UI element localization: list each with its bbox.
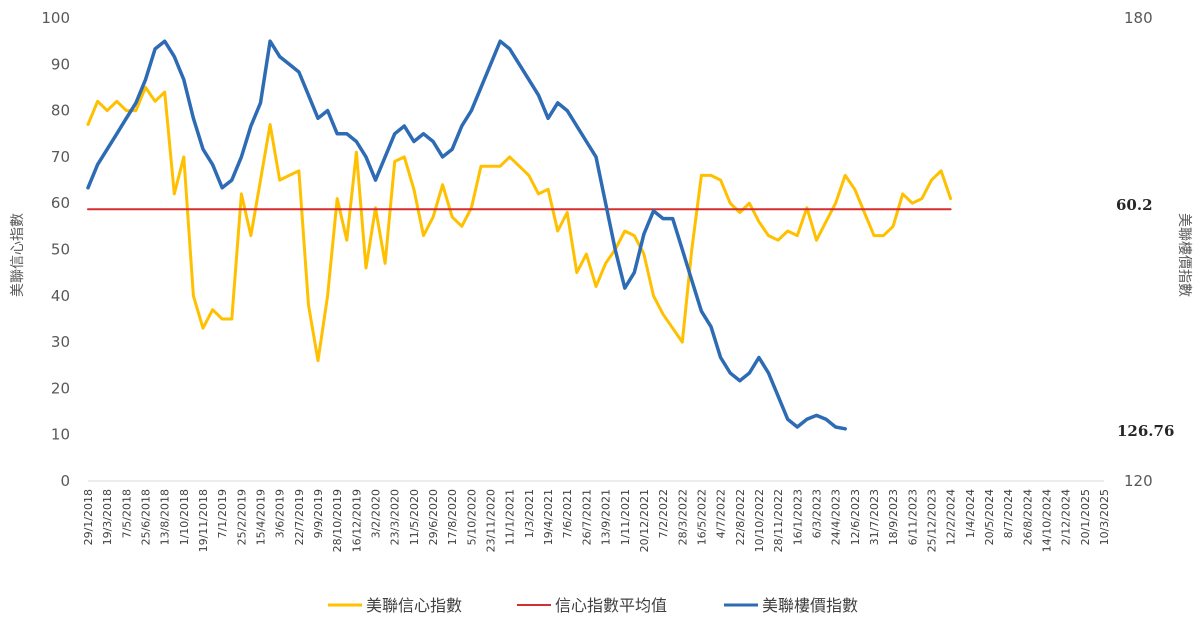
x-tick-label: 1/11/2021 — [619, 489, 632, 545]
x-tick-label: 11/5/2020 — [408, 489, 421, 545]
x-tick-label: 29/6/2020 — [427, 489, 440, 545]
x-tick-label: 16/1/2023 — [791, 489, 804, 545]
left-axis-ticks: 0 10 20 30 40 50 60 70 80 90 100 — [41, 9, 70, 490]
legend-label-average: 信心指數平均值 — [555, 596, 667, 615]
right-tick-label: 120 — [1124, 472, 1153, 490]
x-tick-label: 23/3/2020 — [389, 489, 402, 545]
left-tick-label: 20 — [51, 379, 70, 397]
x-tick-label: 13/9/2021 — [600, 489, 613, 545]
x-tick-label: 7/2/2022 — [657, 489, 670, 538]
left-axis-title: 美聯信心指數 — [10, 213, 26, 297]
x-tick-label: 19/4/2021 — [542, 489, 555, 545]
x-tick-label: 25/12/2023 — [926, 489, 939, 552]
left-tick-label: 0 — [60, 472, 70, 490]
left-tick-label: 30 — [51, 333, 70, 351]
x-tick-label: 6/11/2023 — [906, 489, 919, 545]
left-tick-label: 40 — [51, 287, 70, 305]
x-tick-label: 14/10/2024 — [1041, 489, 1054, 552]
legend-label-confidence: 美聯信心指數 — [366, 596, 462, 615]
x-tick-label: 9/9/2019 — [312, 489, 325, 538]
legend-item-price: 美聯樓價指數 — [724, 596, 858, 615]
x-tick-label: 16/5/2022 — [695, 489, 708, 545]
x-tick-label: 20/12/2021 — [638, 489, 651, 552]
x-tick-label: 26/8/2024 — [1021, 489, 1034, 545]
left-tick-label: 60 — [51, 194, 70, 212]
left-tick-label: 10 — [51, 426, 70, 444]
x-tick-label: 28/11/2022 — [772, 489, 785, 552]
x-tick-label: 2/12/2024 — [1060, 489, 1073, 545]
x-tick-label: 31/7/2023 — [868, 489, 881, 545]
series-line-confidence — [86, 85, 953, 363]
x-tick-label: 5/10/2020 — [465, 489, 478, 545]
annotation-price-last: 126.76 — [1117, 422, 1174, 440]
annotation-confidence-last: 60.2 — [1116, 196, 1153, 214]
x-axis-ticks: 29/1/2018 19/3/2018 7/5/2018 25/6/2018 13/8/… — [82, 489, 1111, 552]
x-tick-label: 29/1/2018 — [82, 489, 95, 545]
x-tick-label: 17/8/2020 — [446, 489, 459, 545]
x-tick-label: 4/7/2022 — [715, 489, 728, 538]
series-line-price — [86, 39, 847, 431]
x-tick-label: 20/1/2025 — [1079, 489, 1092, 545]
x-tick-label: 12/6/2023 — [849, 489, 862, 545]
x-tick-label: 19/3/2018 — [101, 489, 114, 545]
x-tick-label: 3/2/2020 — [370, 489, 383, 538]
x-tick-label: 1/10/2018 — [178, 489, 191, 545]
x-tick-label: 26/7/2021 — [580, 489, 593, 545]
x-tick-label: 7/6/2021 — [561, 489, 574, 538]
plot-area — [86, 39, 1104, 482]
x-tick-label: 3/6/2019 — [274, 489, 287, 538]
left-tick-label: 70 — [51, 148, 70, 166]
x-tick-label: 25/6/2018 — [140, 489, 153, 545]
x-tick-label: 19/11/2018 — [197, 489, 210, 552]
x-tick-label: 15/4/2019 — [255, 489, 268, 545]
x-tick-label: 1/3/2021 — [523, 489, 536, 538]
legend-item-confidence: 美聯信心指數 — [328, 596, 462, 615]
x-tick-label: 12/2/2024 — [945, 489, 958, 545]
x-tick-label: 25/2/2019 — [235, 489, 248, 545]
x-tick-label: 1/4/2024 — [964, 489, 977, 538]
left-tick-label: 100 — [41, 9, 70, 27]
x-tick-label: 7/5/2018 — [120, 489, 133, 538]
legend: 美聯信心指數 信心指數平均值 美聯樓價指數 — [328, 596, 858, 615]
legend-label-price: 美聯樓價指數 — [762, 596, 858, 615]
x-tick-label: 10/3/2025 — [1098, 489, 1111, 545]
legend-item-average: 信心指數平均值 — [517, 596, 667, 615]
x-tick-label: 23/11/2020 — [485, 489, 498, 552]
left-tick-label: 80 — [51, 102, 70, 120]
x-tick-label: 11/1/2021 — [504, 489, 517, 545]
x-tick-label: 24/4/2023 — [830, 489, 843, 545]
right-axis-ticks: 120 180 — [1124, 9, 1153, 490]
x-tick-label: 16/12/2019 — [350, 489, 363, 552]
x-tick-label: 28/3/2022 — [676, 489, 689, 545]
x-tick-label: 20/5/2024 — [983, 489, 996, 545]
x-tick-label: 18/9/2023 — [887, 489, 900, 545]
x-tick-label: 22/8/2022 — [734, 489, 747, 545]
x-tick-label: 13/8/2018 — [159, 489, 172, 545]
x-tick-label: 7/1/2019 — [216, 489, 229, 538]
left-tick-label: 90 — [51, 55, 70, 73]
x-tick-label: 22/7/2019 — [293, 489, 306, 545]
x-tick-label: 28/10/2019 — [331, 489, 344, 552]
right-tick-label: 180 — [1124, 9, 1153, 27]
left-tick-label: 50 — [51, 241, 70, 259]
x-tick-label: 8/7/2024 — [1002, 489, 1015, 538]
right-axis-title: 美聯樓價指數 — [1176, 213, 1193, 297]
x-tick-label: 10/10/2022 — [753, 489, 766, 552]
x-tick-label: 6/3/2023 — [811, 489, 824, 538]
